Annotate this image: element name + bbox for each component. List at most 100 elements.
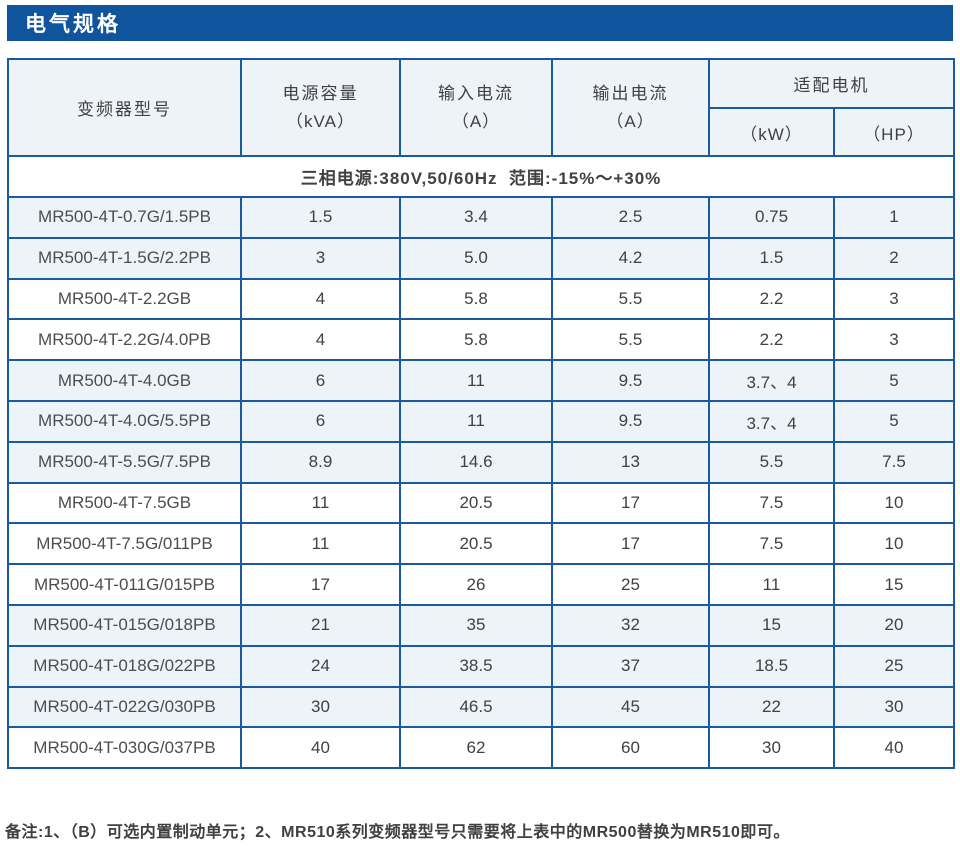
kva-cell: 24 [240, 644, 401, 688]
motor-kw-cell: 2.2 [708, 277, 835, 321]
power-supply-note: 三相电源:380V,50/60Hz 范围:-15%～+30% [7, 155, 955, 198]
motor-hp-cell: 30 [833, 685, 955, 729]
output-current-cell: 5.5 [551, 318, 710, 362]
output-current-cell: 17 [551, 522, 710, 566]
motor-kw-cell: 1.5 [708, 236, 835, 280]
input-current-cell: 46.5 [399, 685, 553, 729]
model-cell: MR500-4T-2.2G/4.0PB [7, 318, 242, 362]
motor-kw-cell: 0.75 [708, 196, 835, 239]
table-row: MR500-4T-015G/018PB 21 35 32 15 20 [7, 603, 955, 647]
motor-hp-cell: 15 [833, 563, 955, 606]
motor-hp-cell: 10 [833, 481, 955, 525]
table-row: MR500-4T-2.2G/4.0PB 4 5.8 5.5 2.2 3 [7, 318, 955, 362]
kva-cell: 21 [240, 603, 401, 647]
input-current-cell: 38.5 [399, 644, 553, 688]
output-current-cell: 5.5 [551, 277, 710, 321]
model-cell: MR500-4T-1.5G/2.2PB [7, 236, 242, 280]
col-header-motor-group: 适配电机 [708, 58, 955, 109]
motor-kw-cell: 3.7、4 [708, 399, 835, 443]
col-header-capacity: 电源容量 （kVA） [240, 58, 401, 157]
input-current-cell: 5.8 [399, 277, 553, 321]
motor-kw-cell: 2.2 [708, 318, 835, 362]
model-cell: MR500-4T-030G/037PB [7, 726, 242, 770]
kva-cell: 4 [240, 318, 401, 362]
model-cell: MR500-4T-022G/030PB [7, 685, 242, 729]
output-current-cell: 60 [551, 726, 710, 770]
motor-kw-cell: 30 [708, 726, 835, 770]
motor-kw-cell: 11 [708, 563, 835, 606]
kva-cell: 4 [240, 277, 401, 321]
input-current-cell: 20.5 [399, 481, 553, 525]
motor-hp-cell: 3 [833, 277, 955, 321]
section-title-bar: 电气规格 [7, 5, 953, 41]
remarks-note: 备注:1、（B）可选内置制动单元；2、MR510系列变频器型号只需要将上表中的M… [5, 824, 790, 841]
model-cell: MR500-4T-011G/015PB [7, 563, 242, 606]
motor-hp-cell: 20 [833, 603, 955, 647]
model-cell: MR500-4T-4.0G/5.5PB [7, 399, 242, 443]
output-current-cell: 2.5 [551, 196, 710, 239]
output-current-cell: 37 [551, 644, 710, 688]
model-cell: MR500-4T-015G/018PB [7, 603, 242, 647]
kva-cell: 40 [240, 726, 401, 770]
table-row: MR500-4T-030G/037PB 40 62 60 30 40 [7, 726, 955, 770]
motor-hp-cell: 5 [833, 399, 955, 443]
motor-kw-cell: 5.5 [708, 440, 835, 484]
col-header-motor-hp: （HP） [833, 107, 955, 157]
kva-cell: 17 [240, 563, 401, 606]
motor-hp-cell: 2 [833, 236, 955, 280]
model-cell: MR500-4T-018G/022PB [7, 644, 242, 688]
input-current-cell: 20.5 [399, 522, 553, 566]
output-current-cell: 25 [551, 563, 710, 606]
input-current-cell: 5.0 [399, 236, 553, 280]
col-header-output-unit: （A） [606, 111, 655, 131]
motor-hp-cell: 3 [833, 318, 955, 362]
motor-kw-cell: 18.5 [708, 644, 835, 688]
table-row: MR500-4T-4.0G/5.5PB 6 11 9.5 3.7、4 5 [7, 399, 955, 443]
table-row: MR500-4T-7.5G/011PB 11 20.5 17 7.5 10 [7, 522, 955, 566]
model-cell: MR500-4T-5.5G/7.5PB [7, 440, 242, 484]
input-current-cell: 11 [399, 359, 553, 402]
kva-cell: 1.5 [240, 196, 401, 239]
motor-hp-cell: 7.5 [833, 440, 955, 484]
col-header-input-line1: 输入电流 [438, 84, 514, 104]
motor-kw-cell: 22 [708, 685, 835, 729]
output-current-cell: 17 [551, 481, 710, 525]
table-row: MR500-4T-7.5GB 11 20.5 17 7.5 10 [7, 481, 955, 525]
input-current-cell: 5.8 [399, 318, 553, 362]
output-current-cell: 45 [551, 685, 710, 729]
output-current-cell: 9.5 [551, 399, 710, 443]
input-current-cell: 62 [399, 726, 553, 770]
table-body: MR500-4T-0.7G/1.5PB 1.5 3.4 2.5 0.75 1 M… [7, 196, 955, 770]
table-row: MR500-4T-5.5G/7.5PB 8.9 14.6 13 5.5 7.5 [7, 440, 955, 484]
col-header-capacity-unit: （kVA） [286, 111, 355, 131]
table-row: MR500-4T-018G/022PB 24 38.5 37 18.5 25 [7, 644, 955, 688]
table-row: MR500-4T-0.7G/1.5PB 1.5 3.4 2.5 0.75 1 [7, 196, 955, 239]
output-current-cell: 4.2 [551, 236, 710, 280]
output-current-cell: 13 [551, 440, 710, 484]
model-cell: MR500-4T-7.5G/011PB [7, 522, 242, 566]
col-header-output-current: 输出电流 （A） [551, 58, 710, 157]
page-title: 电气规格 [25, 13, 121, 36]
input-current-cell: 26 [399, 563, 553, 606]
input-current-cell: 11 [399, 399, 553, 443]
table-header: 变频器型号 电源容量 （kVA） 输入电流 （A） 输出电流 （A） 适配电机 … [7, 58, 955, 198]
col-header-output-line1: 输出电流 [592, 84, 669, 104]
kva-cell: 8.9 [240, 440, 401, 484]
kva-cell: 11 [240, 522, 401, 566]
kva-cell: 6 [240, 399, 401, 443]
motor-hp-cell: 40 [833, 726, 955, 770]
model-cell: MR500-4T-0.7G/1.5PB [7, 196, 242, 239]
col-header-model: 变频器型号 [7, 58, 242, 157]
electrical-spec-table: 变频器型号 电源容量 （kVA） 输入电流 （A） 输出电流 （A） 适配电机 … [7, 58, 955, 770]
table-row: MR500-4T-022G/030PB 30 46.5 45 22 30 [7, 685, 955, 729]
motor-kw-cell: 7.5 [708, 481, 835, 525]
table-row: MR500-4T-4.0GB 6 11 9.5 3.7、4 5 [7, 359, 955, 402]
col-header-capacity-line1: 电源容量 [282, 84, 359, 104]
col-header-input-current: 输入电流 （A） [399, 58, 553, 157]
page: 电气规格 变频器型号 电源容量 （kVA） 输入电流 （A） 输出电流 （A） [5, 5, 955, 841]
motor-hp-cell: 25 [833, 644, 955, 688]
model-cell: MR500-4T-2.2GB [7, 277, 242, 321]
kva-cell: 30 [240, 685, 401, 729]
table-row: MR500-4T-1.5G/2.2PB 3 5.0 4.2 1.5 2 [7, 236, 955, 280]
input-current-cell: 3.4 [399, 196, 553, 239]
